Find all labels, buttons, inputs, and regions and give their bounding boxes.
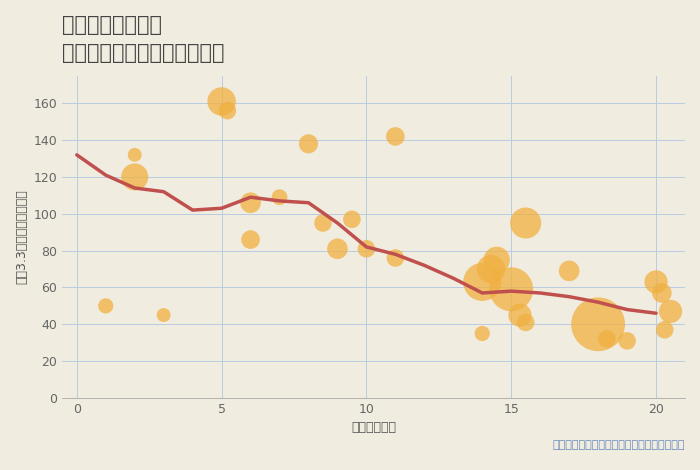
Point (216, 98, 228, 105)
Text: 埼玉県三郷市栄の
駅距離別中古マンション価格: 埼玉県三郷市栄の 駅距離別中古マンション価格 (62, 15, 225, 63)
Y-axis label: 坪（3.3㎡）単価（万円）: 坪（3.3㎡）単価（万円） (15, 189, 28, 284)
Point (477, 278, 488, 286)
Point (100, 302, 111, 310)
Point (317, 219, 328, 227)
Point (601, 335, 612, 343)
Point (485, 265, 496, 273)
Point (514, 311, 526, 319)
Point (564, 267, 575, 274)
Point (129, 151, 140, 158)
Point (656, 289, 667, 297)
Point (650, 278, 662, 286)
Point (158, 311, 169, 319)
Point (222, 107, 233, 114)
Point (505, 286, 517, 293)
Point (245, 236, 256, 243)
Point (245, 199, 256, 206)
Point (332, 245, 343, 252)
Point (520, 219, 531, 227)
Point (491, 256, 503, 264)
Point (303, 140, 314, 148)
Point (592, 321, 603, 328)
Point (622, 337, 633, 345)
Text: 円の大きさは、取引のあった物件面積を示す: 円の大きさは、取引のあった物件面積を示す (552, 440, 685, 450)
Point (390, 254, 401, 262)
Point (390, 133, 401, 140)
Point (274, 194, 285, 201)
Point (129, 173, 140, 181)
Point (360, 245, 372, 252)
Point (665, 308, 676, 315)
X-axis label: 駅距離（分）: 駅距離（分） (351, 422, 396, 434)
Point (520, 319, 531, 326)
Point (346, 216, 358, 223)
Point (659, 326, 671, 334)
Point (477, 330, 488, 337)
